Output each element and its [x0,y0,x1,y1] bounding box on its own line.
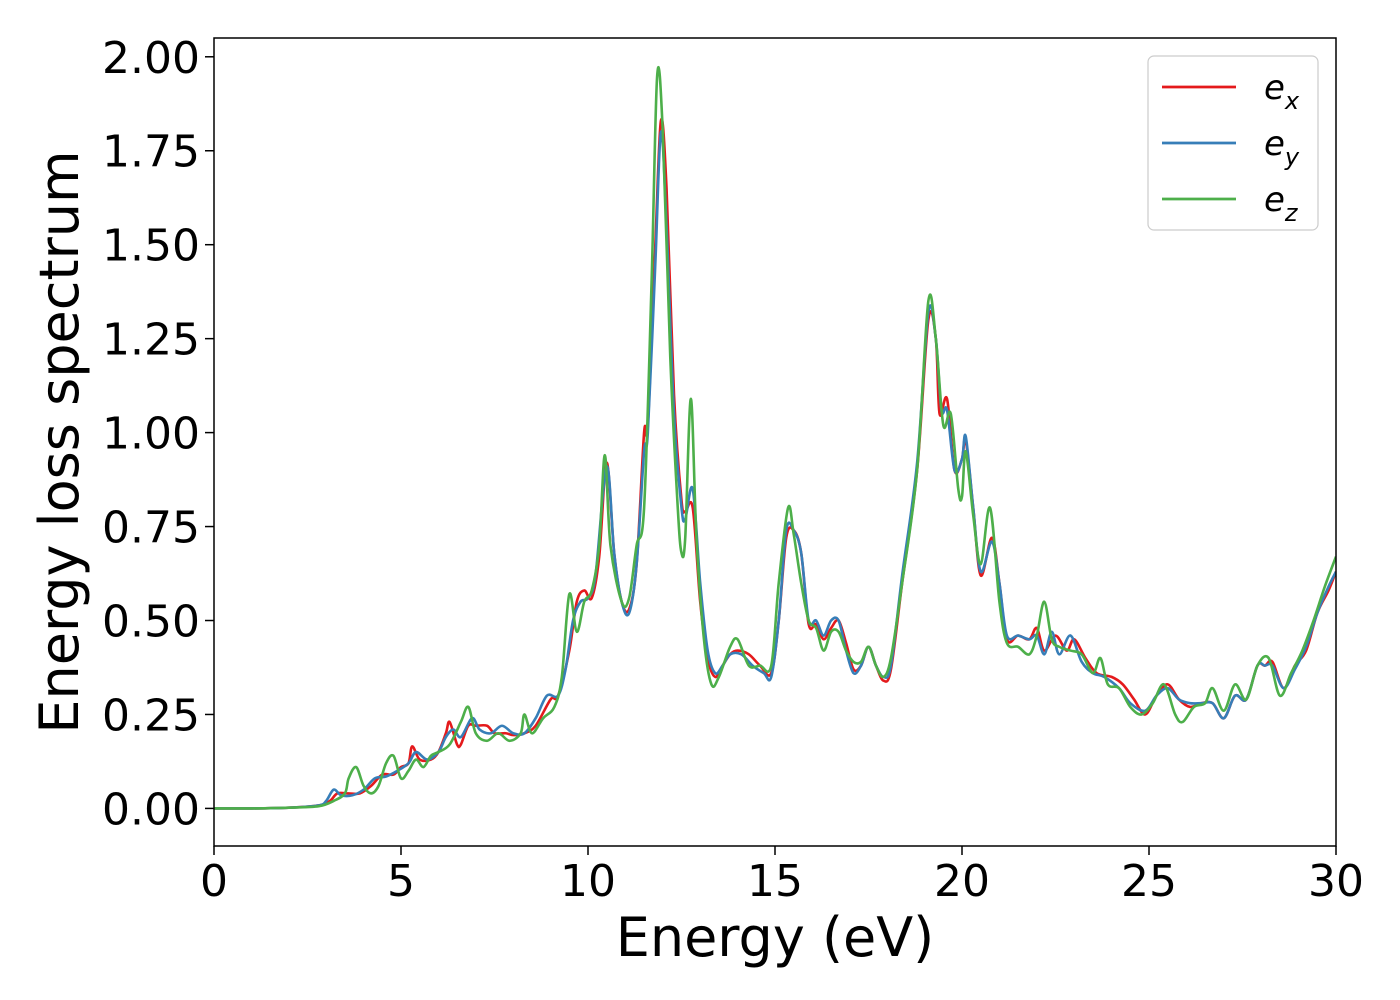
x-axis-label: Energy (eV) [616,906,935,969]
x-tick-label: 20 [934,856,990,907]
legend-label-ez: ez [1264,180,1299,227]
tick-layer: 0 5 10 15 20 25 30 0.00 0.25 0.50 0.75 1.00 1.25 1.50… [102,33,1364,907]
legend-label-ey: ey [1264,124,1300,171]
y-tick-label: 0.00 [102,784,200,835]
x-tick-label: 30 [1308,856,1364,907]
legend-label-ex: ex [1264,68,1300,115]
series-layer [214,66,1336,810]
y-tick-label: 0.25 [102,690,200,741]
y-tick-label: 1.00 [102,409,200,460]
y-tick-label: 0.50 [102,597,200,648]
x-tick-label: 15 [747,856,803,907]
y-tick-label: 2.00 [102,33,200,84]
y-tick-label: 0.75 [102,503,200,554]
series-line-ey [214,130,1336,810]
x-tick-label: 0 [200,856,228,907]
legend: ex ey ez [1147,55,1319,231]
y-tick-label: 1.75 [102,127,200,178]
x-tick-label: 5 [387,856,415,907]
y-tick-label: 1.50 [102,221,200,272]
x-tick-label: 10 [560,856,616,907]
y-axis-label: Energy loss spectrum [28,150,91,733]
y-tick-label: 1.25 [102,315,200,366]
series-line-ez [214,66,1336,810]
x-tick-label: 25 [1121,856,1177,907]
